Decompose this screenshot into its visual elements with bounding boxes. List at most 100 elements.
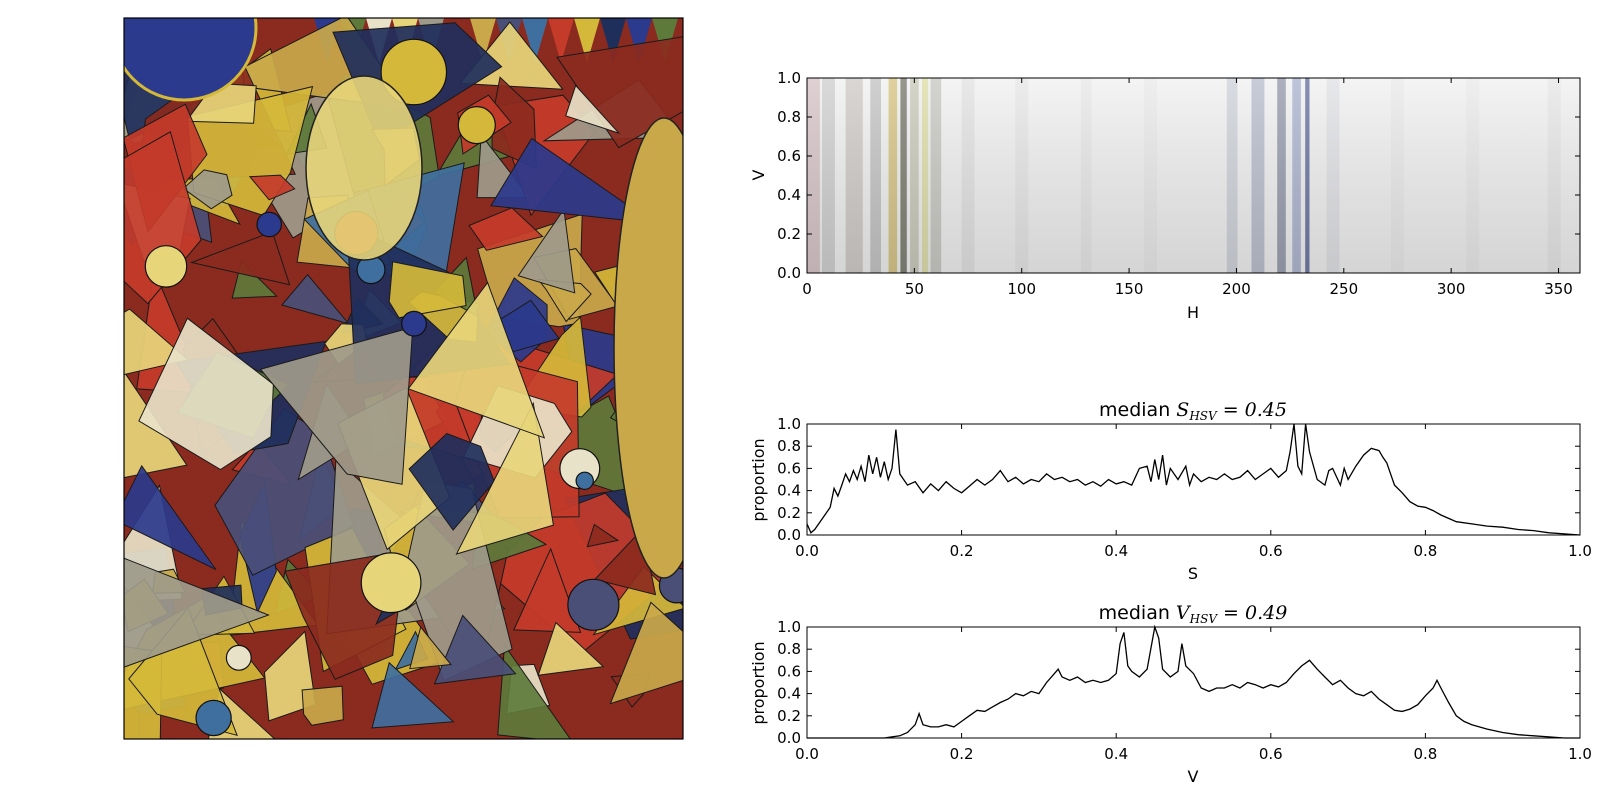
saturation-xtick-label: 0.0 <box>795 542 819 560</box>
saturation-xtick-label: 0.4 <box>1104 542 1128 560</box>
saturation-ytick-label: 0.8 <box>777 437 801 455</box>
saturation-ytick-label: 0.4 <box>777 482 801 500</box>
painting-shape <box>433 614 517 685</box>
value-xtick-label: 1.0 <box>1568 745 1592 763</box>
painting-triangle <box>470 18 496 63</box>
saturation-series-line <box>806 423 1581 536</box>
painting-circle <box>225 644 252 671</box>
saturation-frame <box>806 423 1581 536</box>
painting-triangle <box>600 18 626 63</box>
value-frame <box>806 626 1581 739</box>
hue-strip-frame <box>806 77 1581 274</box>
painting-canvas <box>124 18 683 739</box>
hue-strip-ylabel: V <box>749 169 768 180</box>
hue-strip-ytick-label: 0.6 <box>777 147 801 165</box>
painting-shape <box>455 401 554 555</box>
saturation-xtick-label: 0.2 <box>950 542 974 560</box>
saturation-xtick-label: 0.8 <box>1413 542 1437 560</box>
hue-strip-xtick-label: 300 <box>1437 280 1466 298</box>
painting-shape <box>609 601 683 705</box>
hue-strip-ytick-label: 0.8 <box>777 108 801 126</box>
hue-strip-xtick-label: 0 <box>802 280 812 298</box>
painting-shape <box>407 281 546 439</box>
saturation-xtick-label: 1.0 <box>1568 542 1592 560</box>
painting-gold-oval <box>613 117 683 579</box>
painting-circle <box>256 211 282 238</box>
saturation-ticks: 0.0 0.2 0.4 0.6 0.8 1.0 0.0 0.2 0.4 0.6 0.8 1.0 <box>777 415 1592 560</box>
saturation-xlabel: S <box>1188 564 1198 583</box>
value-xtick-label: 0.4 <box>1104 745 1128 763</box>
saturation-ytick-label: 0.2 <box>777 504 801 522</box>
value-xtick-label: 0.8 <box>1413 745 1437 763</box>
painting-shape <box>513 547 582 633</box>
hue-strip-xtick-label: 350 <box>1544 280 1573 298</box>
painting-shape <box>408 433 495 531</box>
painting-shape <box>409 626 452 670</box>
value-xtick-label: 0.0 <box>795 745 819 763</box>
value-ytick-label: 1.0 <box>777 618 801 636</box>
saturation-title: median SHSV = 0.45 <box>1099 399 1287 423</box>
value-title: median VHSV = 0.49 <box>1099 602 1288 626</box>
painting-circle <box>380 38 448 106</box>
value-ytick-label: 0.2 <box>777 707 801 725</box>
painting-circle <box>567 578 620 631</box>
saturation-histogram: median SHSV = 0.45 0.0 0.2 0.4 0.6 0.8 1.00.0… <box>749 399 1592 583</box>
painting-triangle <box>548 18 574 63</box>
hue-strip-xtick-label: 250 <box>1329 280 1358 298</box>
painting-frame <box>123 17 684 740</box>
painting-circle <box>575 471 594 490</box>
hue-strip-ytick-label: 0.2 <box>777 225 801 243</box>
value-histogram: median VHSV = 0.49 0.0 0.2 0.4 0.6 0.8 1.0 0.0… <box>749 602 1592 786</box>
value-ytick-label: 0.8 <box>777 640 801 658</box>
painting-circle <box>457 105 496 145</box>
saturation-ytick-label: 1.0 <box>777 415 801 433</box>
hue-strip-ytick-label: 1.0 <box>777 69 801 87</box>
saturation-ytick-label: 0.0 <box>777 526 801 544</box>
painting-triangle <box>626 18 652 63</box>
painting-shape <box>537 621 605 676</box>
value-ytick-label: 0.0 <box>777 729 801 747</box>
painting-triangle <box>574 18 600 63</box>
hue-strip-xtick-label: 100 <box>1007 280 1036 298</box>
painting-shape <box>301 685 344 726</box>
painting-shape <box>517 207 576 294</box>
painting-shape <box>124 464 217 570</box>
painting-shape <box>490 137 655 224</box>
hue-strip-chart: 0 50 100 150 200 250 300 3500.00.20.40.60.81.0 … <box>749 69 1581 322</box>
value-series-line <box>807 624 1580 739</box>
value-ticks: 0.0 0.2 0.4 0.6 0.8 1.0 0.0 0.2 0.4 0.6 0.8 1.0 <box>777 618 1592 763</box>
saturation-ylabel: proportion <box>749 438 768 521</box>
hue-strip-bands <box>807 78 1580 273</box>
hue-strip-ticks: 0 50 100 150 200 250 300 350 0.0 0.2 0.4 0.6 0.8 1.0 <box>777 69 1580 298</box>
painting-yellow-oval <box>305 75 423 261</box>
painting-shape <box>248 174 296 201</box>
value-xlabel: V <box>1188 767 1199 786</box>
value-ylabel: proportion <box>749 641 768 724</box>
hue-strip-xtick-label: 200 <box>1222 280 1251 298</box>
painting-blue-circle <box>124 18 258 102</box>
painting-shape <box>189 231 291 286</box>
painting-image <box>123 17 684 740</box>
painting-shape <box>182 169 233 210</box>
hue-strip-xlabel: H <box>1187 303 1199 322</box>
value-xtick-label: 0.2 <box>950 745 974 763</box>
hue-strip-ytick-label: 0.0 <box>777 264 801 282</box>
painting-circle <box>360 552 422 614</box>
hue-strip-xtick-label: 50 <box>905 280 924 298</box>
painting-shape <box>138 317 274 471</box>
painting-shape <box>371 661 455 729</box>
value-ytick-label: 0.4 <box>777 685 801 703</box>
painting-circle <box>401 310 427 337</box>
painting-circle <box>195 699 232 737</box>
hue-strip-ytick-label: 0.4 <box>777 186 801 204</box>
painting-shape <box>124 557 270 668</box>
painting-shape <box>537 278 592 323</box>
saturation-xtick-label: 0.6 <box>1259 542 1283 560</box>
saturation-ytick-label: 0.6 <box>777 459 801 477</box>
painting-shape <box>586 523 620 548</box>
value-xtick-label: 0.6 <box>1259 745 1283 763</box>
hue-strip-xtick-label: 150 <box>1115 280 1144 298</box>
painting-circle <box>144 245 188 288</box>
painting-shape <box>259 326 414 485</box>
